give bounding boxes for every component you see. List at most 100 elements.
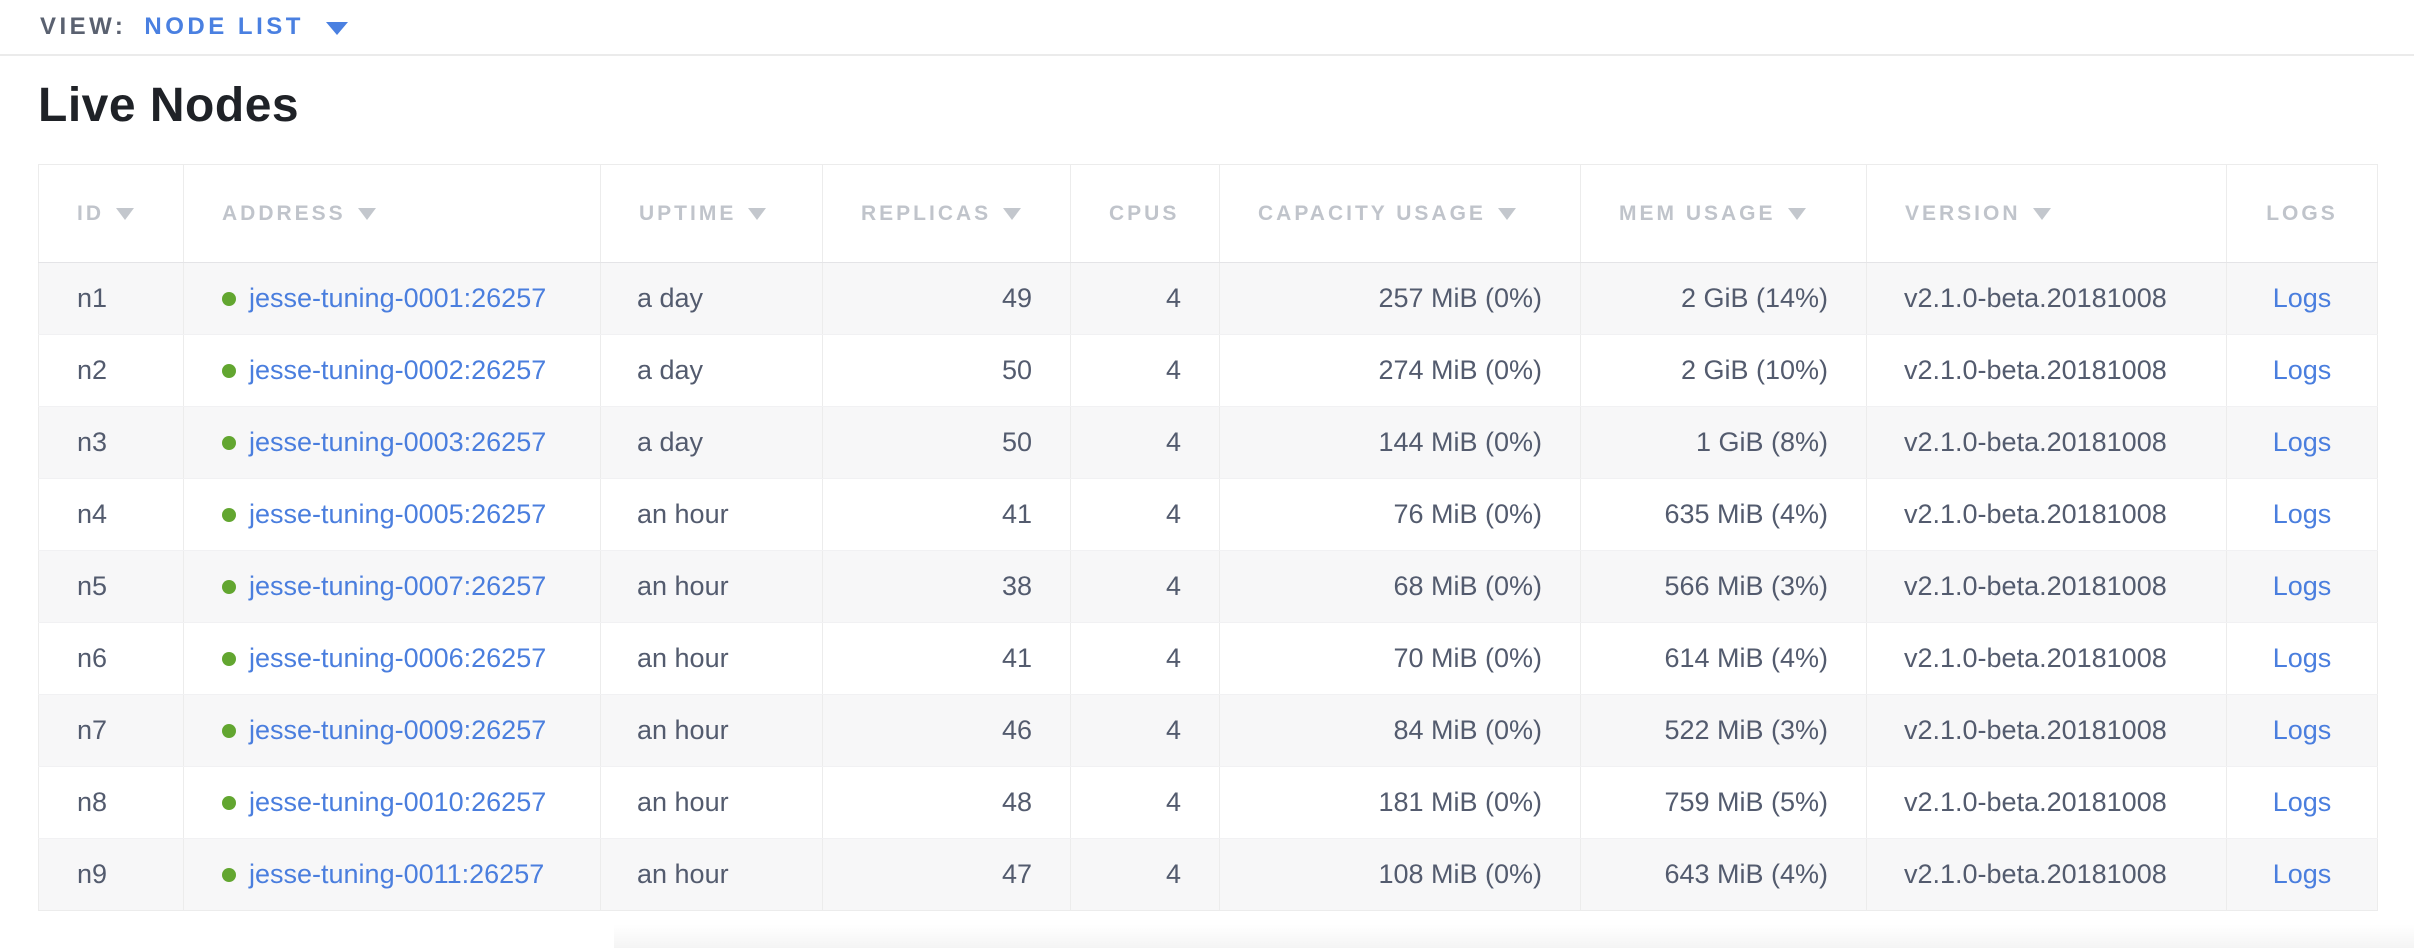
node-address-link[interactable]: jesse-tuning-0007:26257 bbox=[249, 571, 547, 601]
sort-arrow-icon bbox=[1497, 207, 1516, 220]
logs-link[interactable]: Logs bbox=[2272, 355, 2332, 385]
node-uptime-cell: an hour bbox=[600, 622, 823, 695]
node-live-status-icon bbox=[222, 724, 236, 738]
column-header-mem-usage[interactable]: MEM USAGE bbox=[1580, 164, 1867, 263]
node-address-link[interactable]: jesse-tuning-0010:26257 bbox=[249, 787, 547, 817]
node-address-cell: jesse-tuning-0002:26257 bbox=[183, 334, 601, 407]
column-header-address[interactable]: ADDRESS bbox=[183, 164, 601, 263]
node-address-cell: jesse-tuning-0010:26257 bbox=[183, 766, 601, 839]
node-address-link[interactable]: jesse-tuning-0009:26257 bbox=[249, 715, 547, 745]
node-uptime-cell: a day bbox=[600, 406, 823, 479]
logs-link[interactable]: Logs bbox=[2272, 715, 2332, 745]
node-replicas-cell: 38 bbox=[822, 550, 1071, 623]
table-row: n2 jesse-tuning-0002:26257 a day 50 4 27… bbox=[38, 334, 2378, 407]
table-header-row: ID ADDRESS UPTIME REPLICAS CPUS CAPACITY… bbox=[38, 164, 2378, 263]
column-header-id[interactable]: ID bbox=[38, 164, 184, 263]
view-topbar: VIEW: NODE LIST bbox=[0, 0, 2414, 56]
node-version-cell: v2.1.0-beta.20181008 bbox=[1866, 838, 2227, 911]
table-row: n6 jesse-tuning-0006:26257 an hour 41 4 … bbox=[38, 622, 2378, 695]
node-cpus-cell: 4 bbox=[1070, 478, 1220, 551]
node-replicas-cell: 50 bbox=[822, 334, 1071, 407]
view-dropdown[interactable]: NODE LIST bbox=[144, 13, 348, 41]
table-row: n1 jesse-tuning-0001:26257 a day 49 4 25… bbox=[38, 262, 2378, 335]
column-header-label: LOGS bbox=[2266, 201, 2338, 225]
logs-link[interactable]: Logs bbox=[2272, 427, 2332, 457]
column-header-replicas[interactable]: REPLICAS bbox=[822, 164, 1071, 263]
node-live-status-icon bbox=[222, 292, 236, 306]
node-replicas-cell: 41 bbox=[822, 622, 1071, 695]
column-header-label: REPLICAS bbox=[861, 201, 992, 225]
node-address-link[interactable]: jesse-tuning-0006:26257 bbox=[249, 643, 547, 673]
sort-arrow-icon bbox=[2032, 207, 2051, 220]
node-id-cell: n6 bbox=[38, 622, 184, 695]
node-capacity-usage-cell: 108 MiB (0%) bbox=[1219, 838, 1581, 911]
live-nodes-table: ID ADDRESS UPTIME REPLICAS CPUS CAPACITY… bbox=[38, 164, 2378, 911]
column-header-cpus[interactable]: CPUS bbox=[1070, 164, 1220, 263]
sort-arrow-icon bbox=[1003, 207, 1022, 220]
logs-link[interactable]: Logs bbox=[2272, 283, 2332, 313]
node-uptime-cell: an hour bbox=[600, 694, 823, 767]
node-mem-usage-cell: 635 MiB (4%) bbox=[1580, 478, 1867, 551]
table-row: n8 jesse-tuning-0010:26257 an hour 48 4 … bbox=[38, 766, 2378, 839]
node-version-cell: v2.1.0-beta.20181008 bbox=[1866, 262, 2227, 335]
node-live-status-icon bbox=[222, 796, 236, 810]
node-address-link[interactable]: jesse-tuning-0003:26257 bbox=[249, 427, 547, 457]
column-header-uptime[interactable]: UPTIME bbox=[600, 164, 823, 263]
logs-link[interactable]: Logs bbox=[2272, 787, 2332, 817]
node-address-link[interactable]: jesse-tuning-0002:26257 bbox=[249, 355, 547, 385]
node-live-status-icon bbox=[222, 436, 236, 450]
node-mem-usage-cell: 1 GiB (8%) bbox=[1580, 406, 1867, 479]
node-address-cell: jesse-tuning-0007:26257 bbox=[183, 550, 601, 623]
table-row: n4 jesse-tuning-0005:26257 an hour 41 4 … bbox=[38, 478, 2378, 551]
node-capacity-usage-cell: 84 MiB (0%) bbox=[1219, 694, 1581, 767]
node-replicas-cell: 48 bbox=[822, 766, 1071, 839]
node-capacity-usage-cell: 181 MiB (0%) bbox=[1219, 766, 1581, 839]
node-live-status-icon bbox=[222, 580, 236, 594]
node-id-cell: n3 bbox=[38, 406, 184, 479]
table-row: n3 jesse-tuning-0003:26257 a day 50 4 14… bbox=[38, 406, 2378, 479]
node-capacity-usage-cell: 257 MiB (0%) bbox=[1219, 262, 1581, 335]
column-header-label: UPTIME bbox=[639, 201, 737, 225]
logs-link[interactable]: Logs bbox=[2272, 571, 2332, 601]
node-live-status-icon bbox=[222, 868, 236, 882]
node-capacity-usage-cell: 70 MiB (0%) bbox=[1219, 622, 1581, 695]
node-address-link[interactable]: jesse-tuning-0011:26257 bbox=[249, 859, 545, 889]
node-version-cell: v2.1.0-beta.20181008 bbox=[1866, 478, 2227, 551]
node-id-cell: n9 bbox=[38, 838, 184, 911]
node-address-cell: jesse-tuning-0005:26257 bbox=[183, 478, 601, 551]
node-live-status-icon bbox=[222, 508, 236, 522]
node-uptime-cell: an hour bbox=[600, 550, 823, 623]
sort-arrow-icon bbox=[357, 207, 376, 220]
node-address-link[interactable]: jesse-tuning-0001:26257 bbox=[249, 283, 547, 313]
page-title: Live Nodes bbox=[38, 79, 300, 132]
node-version-cell: v2.1.0-beta.20181008 bbox=[1866, 622, 2227, 695]
node-version-cell: v2.1.0-beta.20181008 bbox=[1866, 694, 2227, 767]
node-uptime-cell: a day bbox=[600, 334, 823, 407]
node-mem-usage-cell: 2 GiB (14%) bbox=[1580, 262, 1867, 335]
node-address-link[interactable]: jesse-tuning-0005:26257 bbox=[249, 499, 547, 529]
node-logs-cell: Logs bbox=[2226, 334, 2378, 407]
node-live-status-icon bbox=[222, 364, 236, 378]
sort-arrow-icon bbox=[748, 207, 767, 220]
logs-link[interactable]: Logs bbox=[2272, 859, 2332, 889]
node-id-cell: n8 bbox=[38, 766, 184, 839]
column-header-version[interactable]: VERSION bbox=[1866, 164, 2227, 263]
chevron-down-icon bbox=[325, 22, 348, 35]
logs-link[interactable]: Logs bbox=[2272, 499, 2332, 529]
node-id-cell: n4 bbox=[38, 478, 184, 551]
node-cpus-cell: 4 bbox=[1070, 406, 1220, 479]
column-header-label: ID bbox=[77, 201, 104, 225]
node-replicas-cell: 47 bbox=[822, 838, 1071, 911]
node-id-cell: n2 bbox=[38, 334, 184, 407]
node-address-cell: jesse-tuning-0011:26257 bbox=[183, 838, 601, 911]
column-header-capacity-usage[interactable]: CAPACITY USAGE bbox=[1219, 164, 1581, 263]
node-replicas-cell: 50 bbox=[822, 406, 1071, 479]
logs-link[interactable]: Logs bbox=[2272, 643, 2332, 673]
node-logs-cell: Logs bbox=[2226, 478, 2378, 551]
bottom-shadow bbox=[614, 924, 2414, 948]
node-live-status-icon bbox=[222, 652, 236, 666]
node-logs-cell: Logs bbox=[2226, 550, 2378, 623]
node-replicas-cell: 46 bbox=[822, 694, 1071, 767]
node-version-cell: v2.1.0-beta.20181008 bbox=[1866, 334, 2227, 407]
column-header-logs: LOGS bbox=[2226, 164, 2378, 263]
